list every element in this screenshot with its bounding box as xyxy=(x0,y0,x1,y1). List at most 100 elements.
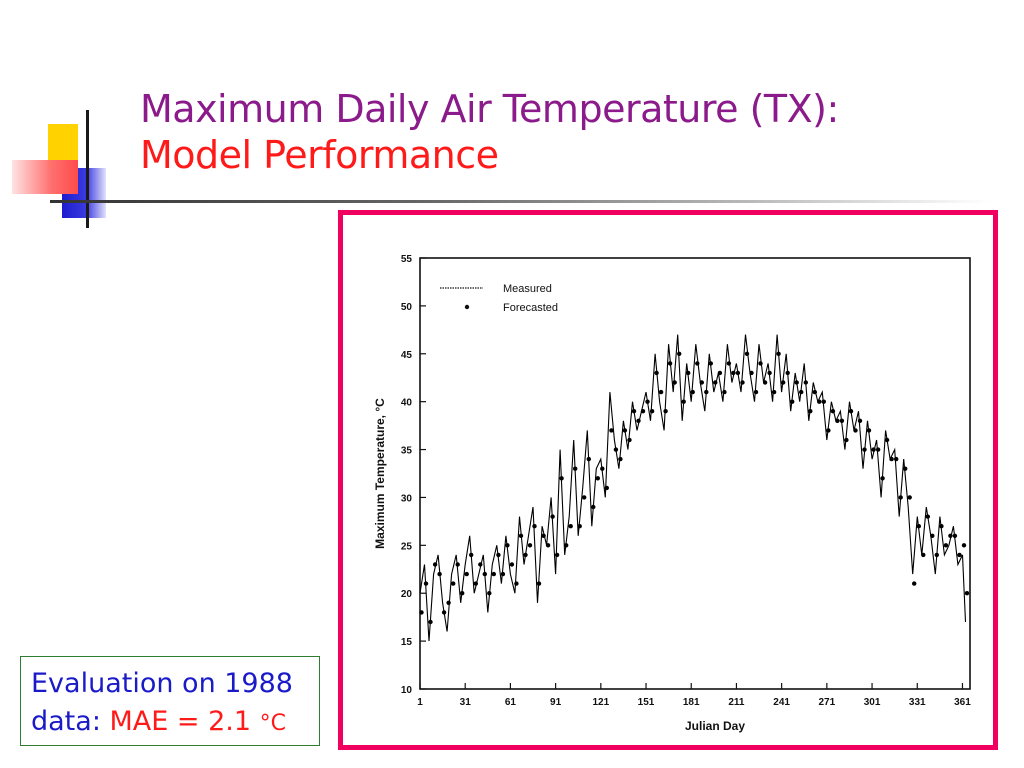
x-tick-label: 301 xyxy=(864,697,881,708)
forecasted-point xyxy=(640,409,646,414)
forecasted-point xyxy=(884,437,890,443)
forecasted-point xyxy=(478,562,483,567)
legend-forecasted-swatch xyxy=(464,304,470,310)
forecasted-point xyxy=(839,418,845,423)
forecasted-point xyxy=(527,543,533,548)
forecasted-point xyxy=(559,476,564,481)
forecasted-point xyxy=(550,514,555,519)
forecasted-point xyxy=(704,389,709,395)
y-tick-label: 25 xyxy=(401,541,413,552)
forecasted-point xyxy=(925,514,930,519)
forecasted-point xyxy=(686,370,691,376)
x-tick-label: 211 xyxy=(728,697,745,708)
forecasted-point xyxy=(722,389,727,395)
forecasted-point xyxy=(830,409,836,414)
forecasted-point xyxy=(672,380,677,385)
forecasted-point xyxy=(451,581,456,586)
evaluation-line2: data: MAE = 2.1 °C xyxy=(31,703,309,743)
forecasted-point xyxy=(446,600,451,605)
forecasted-point xyxy=(554,552,560,558)
y-tick-label: 20 xyxy=(401,589,413,600)
evaluation-line1: Evaluation on 1988 xyxy=(31,668,293,699)
forecasted-point xyxy=(622,428,628,433)
y-tick-label: 10 xyxy=(401,685,413,696)
plot-frame xyxy=(419,257,971,690)
forecasted-point xyxy=(880,476,885,481)
forecasted-point xyxy=(469,552,474,558)
forecasted-point xyxy=(907,495,912,500)
forecasted-point xyxy=(853,428,858,433)
y-tick-label: 50 xyxy=(401,302,413,313)
forecasted-point xyxy=(428,619,433,625)
forecasted-point xyxy=(496,552,501,558)
forecasted-point xyxy=(541,533,546,538)
forecasted-point xyxy=(636,418,641,423)
y-tick-label: 55 xyxy=(401,254,413,265)
forecasted-point xyxy=(536,581,542,586)
slide-title-line1: Maximum Daily Air Temperature (TX): xyxy=(140,87,839,131)
forecasted-point xyxy=(821,399,826,404)
x-tick-label: 331 xyxy=(909,697,926,708)
forecasted-point xyxy=(518,533,524,538)
forecasted-point xyxy=(500,571,506,577)
forecasted-point xyxy=(423,581,429,586)
y-tick-label: 15 xyxy=(401,637,413,648)
forecasted-point xyxy=(437,571,442,577)
mae-unit: °C xyxy=(259,711,287,736)
forecasted-point xyxy=(771,389,777,395)
forecasted-point xyxy=(609,428,614,433)
y-tick-label: 45 xyxy=(401,350,413,361)
forecasted-point xyxy=(844,437,849,443)
forecasted-point xyxy=(744,351,750,356)
y-tick-label: 30 xyxy=(401,493,413,504)
forecasted-point xyxy=(649,409,655,414)
forecasted-point xyxy=(939,524,944,529)
forecasted-point xyxy=(717,370,723,376)
forecasted-point xyxy=(432,562,438,567)
forecasted-point xyxy=(903,466,908,471)
forecasted-point xyxy=(505,543,510,548)
forecasted-point xyxy=(713,380,718,385)
forecasted-point xyxy=(455,562,460,567)
forecasted-point xyxy=(749,370,754,376)
forecasted-point xyxy=(681,399,686,404)
slide-title: Maximum Daily Air Temperature (TX): Mode… xyxy=(140,86,839,178)
forecasted-point xyxy=(948,533,953,538)
forecasted-point xyxy=(577,524,582,529)
forecasted-point xyxy=(767,370,772,376)
forecasted-point xyxy=(731,370,736,376)
forecasted-point xyxy=(916,524,921,529)
forecasted-point xyxy=(613,447,619,452)
forecasted-point xyxy=(735,370,741,376)
forecasted-point xyxy=(799,389,804,395)
temperature-chart: 10 15 20 25 30 35 40 45 50 55 1 31 61 91 121 151 181 211 2… xyxy=(373,254,971,733)
forecasted-point xyxy=(803,380,808,385)
forecasted-point xyxy=(677,351,682,356)
mae-value: MAE = 2.1 xyxy=(109,706,260,737)
slide-logo-decoration xyxy=(0,0,990,240)
forecasted-point xyxy=(894,456,899,462)
forecasted-point xyxy=(690,389,695,395)
y-axis: 10 15 20 25 30 35 40 45 50 55 xyxy=(401,254,426,696)
slide-title-line2: Model Performance xyxy=(140,133,499,177)
forecasted-point xyxy=(808,409,813,414)
forecasted-point xyxy=(781,380,786,385)
forecasted-point xyxy=(573,466,578,471)
forecasted-point xyxy=(934,552,939,558)
forecasted-point xyxy=(930,533,935,538)
legend-measured-label: Measured xyxy=(503,283,552,295)
series-forecasted xyxy=(419,351,970,625)
forecasted-point xyxy=(762,380,768,385)
forecasted-point xyxy=(631,409,637,414)
forecasted-point xyxy=(790,399,795,404)
forecasted-point xyxy=(921,552,926,558)
evaluation-data-label: data: xyxy=(31,706,110,737)
x-tick-label: 241 xyxy=(773,697,790,708)
forecasted-point xyxy=(943,543,949,548)
forecasted-point xyxy=(595,476,600,481)
forecasted-point xyxy=(708,361,713,366)
forecasted-point xyxy=(564,543,569,548)
forecasted-point xyxy=(835,418,840,423)
forecasted-point xyxy=(464,571,469,577)
x-tick-label: 361 xyxy=(954,697,971,708)
